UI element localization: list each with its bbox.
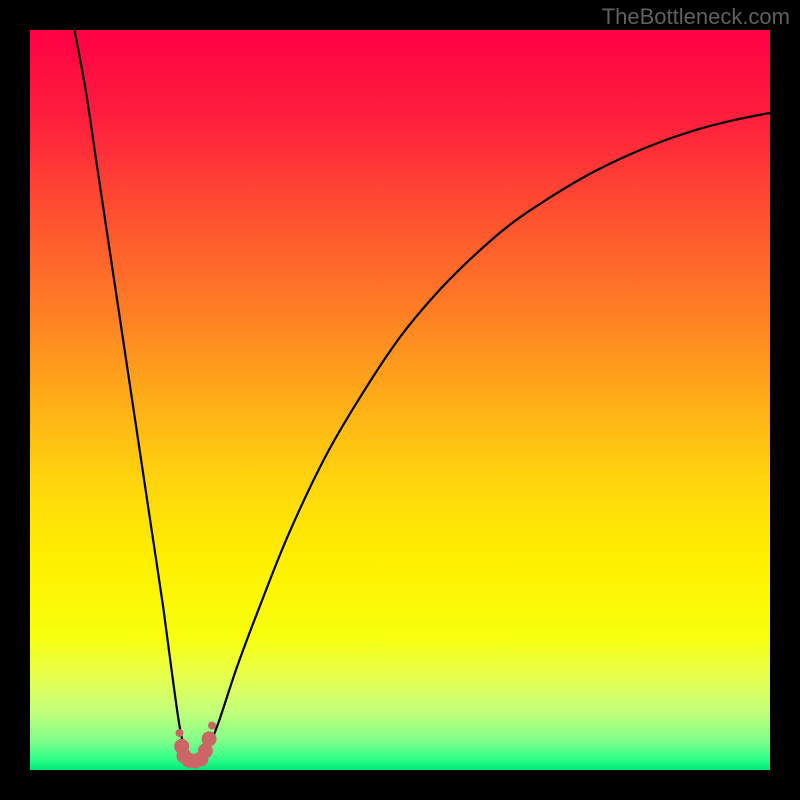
seed-marker xyxy=(175,729,183,737)
chart-container: TheBottleneck.com xyxy=(0,0,800,800)
seed-marker xyxy=(202,731,217,746)
plot-background xyxy=(30,30,770,770)
watermark-label: TheBottleneck.com xyxy=(602,4,790,30)
seed-marker xyxy=(208,722,216,730)
bottleneck-chart xyxy=(0,0,800,800)
